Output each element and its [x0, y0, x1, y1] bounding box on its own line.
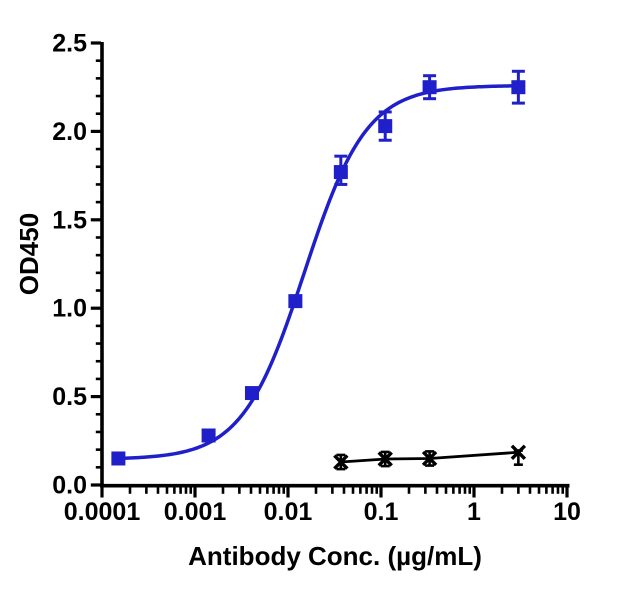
- data-point-x: [377, 451, 393, 467]
- x-tick-label: 0.01: [264, 498, 313, 526]
- fit-curve-antibody-binding: [116, 84, 521, 461]
- data-point-square: [333, 165, 348, 180]
- x-tick-label: 0.0001: [64, 498, 141, 526]
- data-point-square: [288, 294, 303, 309]
- y-tick-label: 2.5: [52, 30, 87, 58]
- series-layer: [111, 69, 527, 471]
- data-point-x: [421, 450, 438, 467]
- axes-layer: 0.0001 0.001 0.01 0.1 1 10 0.0 0.5 1.0 1.5 2.0 2.5: [52, 30, 581, 527]
- y-tick-label: 1.5: [52, 206, 87, 234]
- x-tick-label: 0.001: [164, 498, 227, 526]
- x-tick-label: 1: [467, 498, 481, 526]
- data-point-square: [111, 451, 126, 466]
- x-axis-title: Antibody Conc. (µg/mL): [188, 541, 482, 571]
- data-point-square: [378, 119, 393, 134]
- data-point-x: [510, 444, 527, 460]
- x-tick-label: 0.1: [364, 498, 399, 526]
- y-axis-title: OD450: [14, 213, 44, 295]
- y-tick-label: 0.5: [52, 383, 87, 411]
- y-tick-label: 1.0: [52, 295, 87, 323]
- x-tick-label: 10: [553, 498, 581, 526]
- data-point-square: [511, 80, 526, 95]
- data-point-square: [201, 428, 216, 443]
- data-point-square: [422, 80, 437, 95]
- y-tick-label: 2.0: [52, 118, 87, 146]
- y-tick-label: 0.0: [52, 472, 87, 500]
- data-point-square: [244, 386, 259, 401]
- data-point-x: [333, 454, 349, 470]
- line-negative-control: [340, 450, 519, 464]
